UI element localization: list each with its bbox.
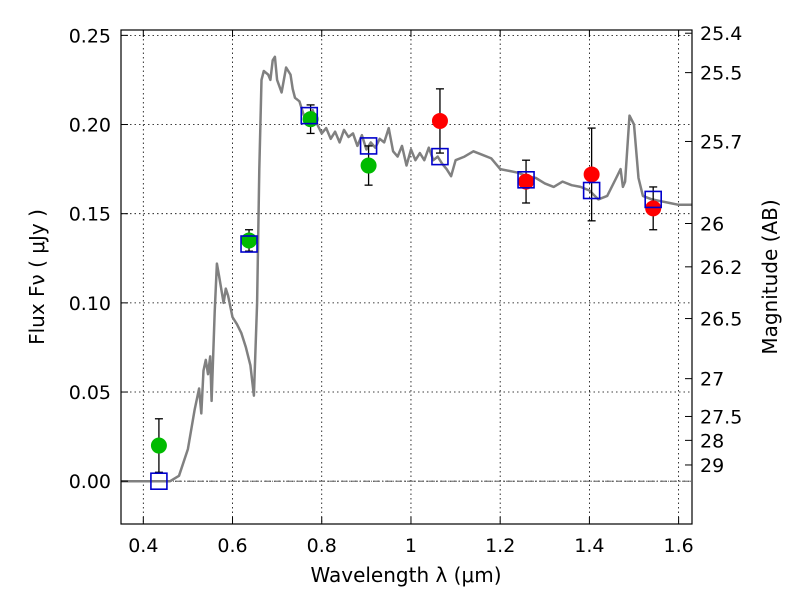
y-tick-label-5: 0.25: [69, 25, 111, 47]
y2-tick-label-4: 26.2: [700, 257, 742, 279]
y2-tick-label-1: 25.5: [700, 63, 742, 85]
points-red-point-0: [431, 112, 448, 129]
x-tick-label-1: 0.6: [217, 535, 247, 557]
y-tick-label-4: 0.20: [69, 115, 111, 137]
points-green-point-3: [360, 157, 377, 174]
plot-frame: [120, 29, 693, 525]
model-photometry-squares: [150, 106, 662, 490]
x-tick-labels: 0.4 0.6 0.8 1 1.2 1.4 1.6: [128, 535, 694, 557]
x-tick-label-2: 0.8: [307, 535, 337, 557]
model-photometry-square-1: [240, 235, 258, 253]
y-tick-label-2: 0.10: [69, 293, 111, 315]
x-tick-label-6: 1.6: [664, 535, 694, 557]
x-tick-label-4: 1.2: [485, 535, 515, 557]
y2-tick-label-6: 27: [700, 369, 724, 391]
model-spectrum-layer: [121, 55, 692, 483]
y-tick-label-1: 0.05: [69, 382, 111, 404]
axis-ticks: [121, 30, 692, 524]
y2-tick-label-5: 26.5: [700, 309, 742, 331]
y-axis-label: Flux Fν ( μJy ): [25, 209, 49, 345]
y2-tick-label-2: 25.7: [700, 131, 742, 153]
points-green-point-1: [241, 232, 258, 249]
points-red-point-3: [645, 200, 662, 217]
x-tick-label-0: 0.4: [128, 535, 158, 557]
model-photometry-square-7: [644, 190, 662, 209]
y2-tick-label-8: 28: [700, 430, 724, 452]
model-photometry-square-4: [431, 147, 449, 166]
points-red-point-1: [518, 173, 535, 190]
x-tick-label-5: 1.4: [574, 535, 604, 557]
y2-tick-labels: 25.4 25.5 25.7 26 26.2 26.5 27 27.528 29: [700, 23, 742, 477]
model-photometry-square-2: [300, 106, 319, 125]
model-photometry-square-6: [582, 181, 601, 200]
x-tick-label-3: 1: [405, 535, 417, 557]
model-spectrum-line: [121, 55, 692, 483]
y2-tick-label-3: 26: [700, 213, 724, 235]
photometry-points: [150, 111, 662, 454]
model-photometry-square-5: [517, 171, 535, 189]
model-photometry-square-0: [150, 472, 168, 490]
y2-tick-label-0: 25.4: [700, 23, 742, 45]
y2-tick-label-9: 29: [700, 455, 724, 477]
points-green-point-0: [150, 437, 167, 454]
model-photometry-square-3: [359, 137, 378, 155]
y2-tick-label-7: 27.5: [700, 406, 742, 428]
y-tick-label-3: 0.15: [69, 204, 111, 226]
points-green-point-2: [302, 111, 319, 128]
y-tick-labels: 0.00 0.05 0.10 0.15 0.20 0.25: [69, 25, 111, 493]
points-red-point-2: [583, 166, 600, 183]
y-tick-label-0: 0.00: [69, 471, 111, 493]
y2-axis-label: Magnitude (AB): [758, 199, 782, 354]
x-axis-label: Wavelength λ (μm): [310, 563, 501, 587]
